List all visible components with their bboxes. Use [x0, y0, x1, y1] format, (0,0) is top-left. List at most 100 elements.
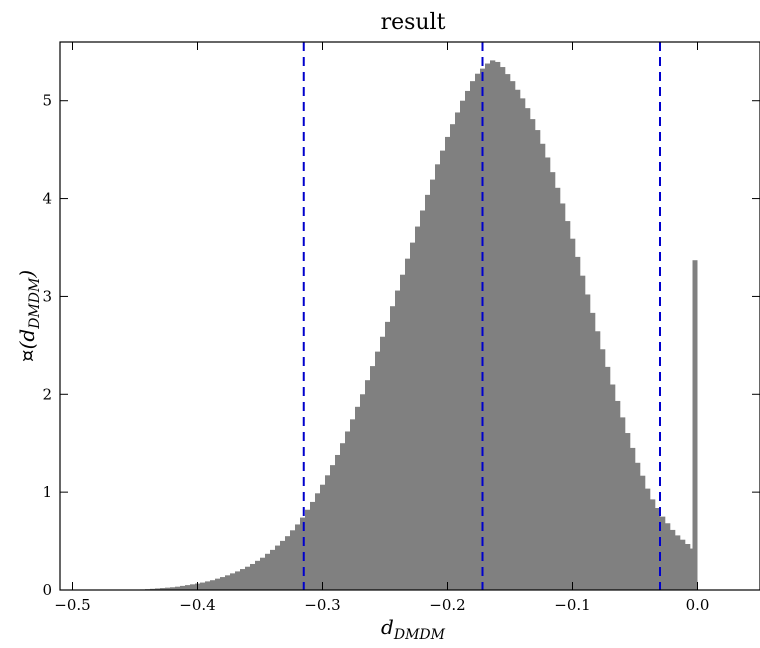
- x-tick-label-4: −0.1: [554, 596, 590, 614]
- histogram-bar-39: [330, 465, 335, 590]
- histogram-bar-100: [635, 463, 640, 590]
- histogram-bar-spike: [693, 260, 698, 590]
- histogram-bar-63: [450, 124, 455, 590]
- histogram-bar-67: [470, 81, 475, 590]
- histogram-bar-16: [215, 579, 220, 590]
- histogram-bar-109: [680, 540, 685, 590]
- histogram-bar-42: [345, 431, 350, 590]
- y-tick-label-0: 0: [42, 581, 52, 599]
- x-axis-label-main: d: [381, 615, 394, 639]
- histogram-bar-89: [580, 276, 585, 590]
- histogram-bar-59: [430, 180, 435, 590]
- histogram-bar-94: [605, 367, 610, 590]
- x-tick-label-2: −0.3: [304, 596, 340, 614]
- histogram-bar-49: [380, 337, 385, 590]
- histogram-bar-88: [575, 257, 580, 590]
- y-tick-label-1: 1: [42, 483, 52, 501]
- x-tick-label-5: 0.0: [686, 596, 710, 614]
- histogram-bar-95: [610, 385, 615, 591]
- histogram-bar-56: [415, 227, 420, 590]
- histogram-bar-14: [205, 581, 210, 590]
- histogram-bar-23: [250, 564, 255, 590]
- histogram-bar-28: [275, 546, 280, 590]
- histogram-bar-70: [485, 64, 490, 590]
- histogram-bar-52: [395, 291, 400, 590]
- histogram-bar-53: [400, 275, 405, 590]
- histogram-bar-25: [260, 558, 265, 590]
- histogram-bar-35: [310, 502, 315, 590]
- histogram-bar-60: [435, 164, 440, 590]
- histogram-bar-61: [440, 151, 445, 590]
- histogram-bar-38: [325, 475, 330, 590]
- histogram-bar-107: [670, 530, 675, 590]
- histogram-bar-22: [245, 567, 250, 590]
- histogram-bar-9: [180, 586, 185, 590]
- histogram-bar-50: [385, 322, 390, 590]
- histogram-bar-36: [315, 493, 320, 590]
- histogram-bar-102: [645, 489, 650, 590]
- histogram-bar-71: [490, 60, 495, 590]
- histogram-bar-34: [305, 510, 310, 590]
- histogram-bar-47: [370, 366, 375, 590]
- histogram-bar-31: [290, 530, 295, 590]
- histogram-bar-15: [210, 580, 215, 590]
- histogram-bar-68: [475, 74, 480, 590]
- x-axis-label: dDMDM: [381, 615, 446, 643]
- histogram-bar-11: [190, 584, 195, 590]
- histogram-bar-20: [235, 571, 240, 590]
- histogram-bar-86: [565, 221, 570, 590]
- y-axis-label-sub: DMDM: [27, 277, 43, 330]
- histogram-bar-18: [225, 575, 230, 590]
- x-tick-label-3: −0.2: [429, 596, 465, 614]
- x-axis-label-sub: DMDM: [393, 627, 446, 643]
- histogram-bar-29: [280, 541, 285, 590]
- histogram-bar-57: [420, 211, 425, 590]
- histogram-bar-101: [640, 476, 645, 590]
- histogram-bar-17: [220, 577, 225, 590]
- x-tick-label-1: −0.4: [179, 596, 215, 614]
- histogram-bar-87: [570, 239, 575, 590]
- histogram-bar-110: [685, 544, 690, 590]
- histogram-bar-64: [455, 112, 460, 590]
- histogram-bar-74: [505, 74, 510, 590]
- y-tick-label-5: 5: [42, 92, 52, 110]
- histogram-bar-80: [535, 130, 540, 590]
- histogram-bar-40: [335, 455, 340, 590]
- histogram-bar-10: [185, 585, 190, 590]
- y-tick-label-4: 4: [42, 190, 52, 208]
- histogram-bar-45: [360, 394, 365, 590]
- histogram-bar-37: [320, 485, 325, 590]
- y-axis-label: ¤(dDMDM): [15, 270, 43, 362]
- histogram-bar-41: [340, 443, 345, 590]
- x-tick-label-0: −0.5: [54, 596, 90, 614]
- histogram-bar-43: [350, 419, 355, 590]
- histogram-bar-96: [615, 401, 620, 590]
- histogram-bar-91: [590, 313, 595, 590]
- histogram-bar-30: [285, 536, 290, 590]
- histogram-bar-48: [375, 352, 380, 590]
- histogram-bar-76: [515, 90, 520, 590]
- histogram-bar-77: [520, 98, 525, 590]
- histogram-bar-66: [465, 91, 470, 590]
- histogram-bar-75: [510, 81, 515, 590]
- y-tick-label-2: 2: [42, 385, 52, 403]
- histogram-bar-92: [595, 331, 600, 590]
- histogram-bar-24: [255, 561, 260, 590]
- histogram-bar-51: [390, 306, 395, 590]
- histogram-bar-84: [555, 188, 560, 590]
- histogram-bar-13: [200, 583, 205, 590]
- histogram-bar-27: [270, 550, 275, 590]
- histogram-bar-85: [560, 203, 565, 590]
- chart-title: result: [381, 10, 446, 35]
- histogram-bar-55: [410, 243, 415, 590]
- y-axis-label-suffix: ): [15, 270, 39, 279]
- y-tick-label-3: 3: [42, 287, 52, 305]
- histogram-bar-79: [530, 119, 535, 590]
- histogram-bar-54: [405, 259, 410, 590]
- histogram-bar-26: [265, 554, 270, 590]
- histogram-bar-58: [425, 195, 430, 590]
- histogram-bar-65: [460, 101, 465, 590]
- histogram-bar-81: [540, 144, 545, 590]
- histogram-bar-21: [240, 569, 245, 590]
